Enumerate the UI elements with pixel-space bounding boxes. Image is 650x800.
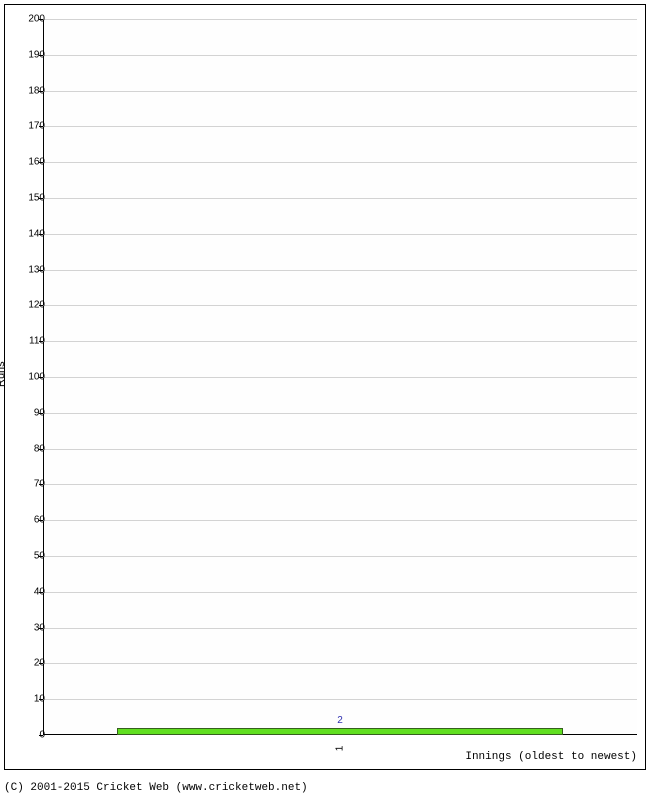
gridline — [43, 592, 637, 593]
y-tick-label: 160 — [15, 157, 45, 168]
y-tick-label: 150 — [15, 193, 45, 204]
gridline — [43, 484, 637, 485]
bar-value-label: 2 — [337, 715, 343, 726]
copyright-text: (C) 2001-2015 Cricket Web (www.cricketwe… — [4, 782, 308, 794]
gridline — [43, 305, 637, 306]
gridline — [43, 663, 637, 664]
y-tick-label: 110 — [15, 336, 45, 347]
y-tick-label: 120 — [15, 300, 45, 311]
gridline — [43, 270, 637, 271]
chart-frame: 2 Runs Innings (oldest to newest) 010203… — [4, 4, 646, 770]
y-tick-label: 140 — [15, 228, 45, 239]
y-tick-label: 0 — [15, 730, 45, 741]
gridline — [43, 628, 637, 629]
gridline — [43, 699, 637, 700]
gridline — [43, 91, 637, 92]
x-tick-label: 1 — [335, 746, 346, 752]
y-tick-label: 70 — [15, 479, 45, 490]
y-tick-label: 30 — [15, 622, 45, 633]
y-tick-label: 10 — [15, 694, 45, 705]
y-tick-label: 100 — [15, 372, 45, 383]
gridline — [43, 126, 637, 127]
gridline — [43, 19, 637, 20]
gridline — [43, 234, 637, 235]
chart-container: 2 Runs Innings (oldest to newest) 0 10 20 3… — [0, 0, 650, 800]
gridline — [43, 413, 637, 414]
y-tick-label: 130 — [15, 264, 45, 275]
gridline — [43, 162, 637, 163]
y-tick-label: 60 — [15, 515, 45, 526]
y-tick-label: 170 — [15, 121, 45, 132]
y-tick-label: 80 — [15, 443, 45, 454]
x-axis-title: Innings (oldest to newest) — [465, 751, 637, 763]
bar — [117, 728, 563, 735]
gridline — [43, 55, 637, 56]
y-axis-title: Runs — [0, 361, 7, 387]
gridline — [43, 341, 637, 342]
gridline — [43, 198, 637, 199]
y-tick-label: 90 — [15, 407, 45, 418]
gridline — [43, 449, 637, 450]
y-tick-label: 190 — [15, 49, 45, 60]
plot-area: 2 — [43, 19, 637, 735]
y-tick-label: 180 — [15, 85, 45, 96]
y-tick-label: 200 — [15, 14, 45, 25]
gridline — [43, 556, 637, 557]
y-tick-label: 40 — [15, 586, 45, 597]
y-tick-label: 20 — [15, 658, 45, 669]
gridline — [43, 520, 637, 521]
gridline — [43, 377, 637, 378]
y-tick-label: 50 — [15, 551, 45, 562]
